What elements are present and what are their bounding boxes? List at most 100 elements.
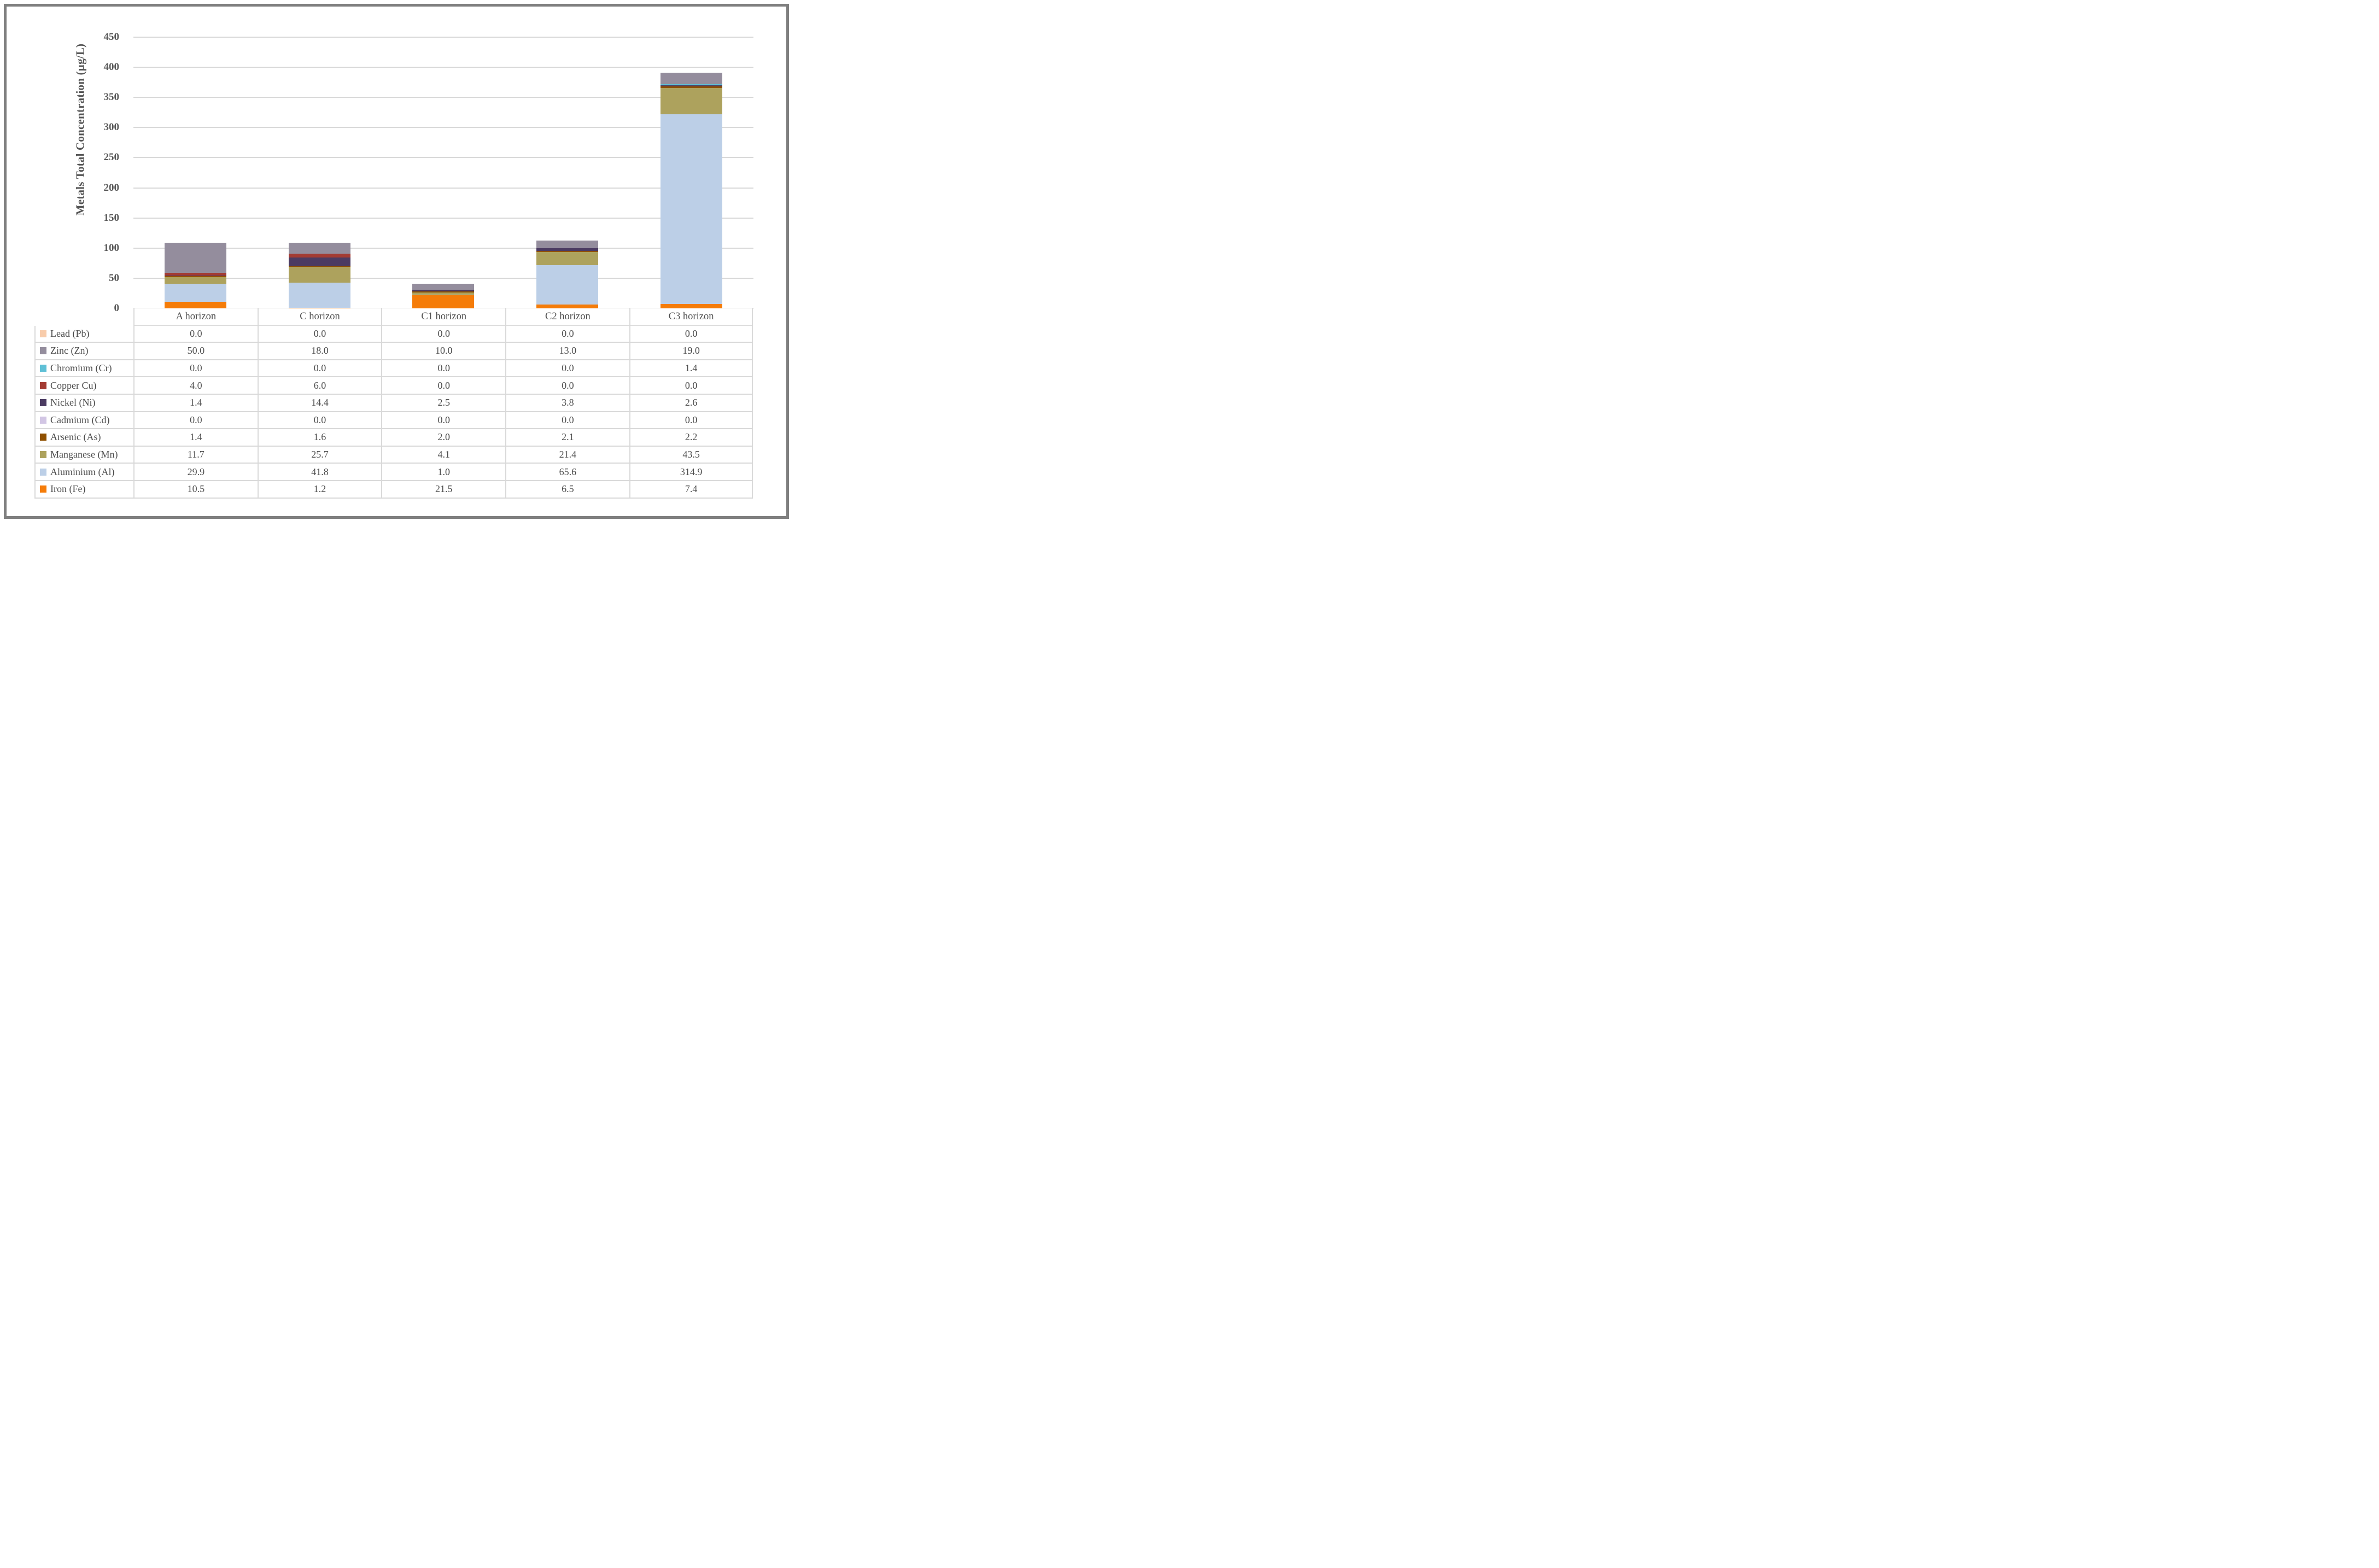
table-cell-nickel-ni-c3-horizon: 2.6 xyxy=(629,394,753,412)
bar-segment-arsenic-as xyxy=(660,86,722,88)
table-cell-aluminium-al-c-horizon: 41.8 xyxy=(257,464,382,481)
y-axis-title: Metals Total Concentration (µg/L) xyxy=(73,43,87,216)
table-cell-zinc-zn-c2-horizon: 13.0 xyxy=(505,343,629,360)
bar-segment-manganese-mn xyxy=(536,251,598,265)
table-row-label-lead-pb: Lead (Pb) xyxy=(34,325,133,343)
bar-segment-zinc-zn xyxy=(288,243,350,254)
bar-segment-zinc-zn xyxy=(164,243,226,273)
chart-page: Metals Total Concentration (µg/L) 450 400… xyxy=(0,0,793,523)
table-row-label-manganese-mn: Manganese (Mn) xyxy=(34,446,133,464)
bar-segment-iron-fe xyxy=(536,304,598,308)
series-label: Arsenic (As) xyxy=(50,431,101,443)
gridline xyxy=(133,277,753,279)
table-cell-cadmium-cd-c3-horizon: 0.0 xyxy=(629,412,753,430)
gridline xyxy=(133,247,753,249)
table-row-label-chromium-cr: Chromium (Cr) xyxy=(34,360,133,378)
y-axis-tick-label: 200 xyxy=(103,182,120,194)
legend-swatch-arsenic-as xyxy=(40,434,46,441)
series-label: Iron (Fe) xyxy=(50,483,86,495)
bar-segment-arsenic-as xyxy=(412,291,475,292)
table-cell-cadmium-cd-a-horizon: 0.0 xyxy=(133,412,258,430)
bar-segment-nickel-ni xyxy=(660,85,722,87)
table-cell-arsenic-as-c-horizon: 1.6 xyxy=(257,429,382,447)
bar-segment-nickel-ni xyxy=(288,257,350,266)
table-cell-aluminium-al-a-horizon: 29.9 xyxy=(133,464,258,481)
gridline xyxy=(133,127,753,128)
table-cell-nickel-ni-a-horizon: 1.4 xyxy=(133,394,258,412)
bar-segment-zinc-zn xyxy=(412,283,475,290)
bar-segment-nickel-ni xyxy=(412,289,475,291)
y-axis-tick-label: 0 xyxy=(114,302,120,314)
y-axis-tick-label: 100 xyxy=(103,242,120,254)
series-label: Copper Cu) xyxy=(50,379,97,391)
legend-swatch-aluminium-al xyxy=(40,468,46,476)
table-cell-zinc-zn-c3-horizon: 19.0 xyxy=(629,343,753,360)
bar-segment-aluminium-al xyxy=(164,284,226,302)
plot-area xyxy=(133,37,753,309)
series-label: Zinc (Zn) xyxy=(50,345,89,356)
chart-frame: Metals Total Concentration (µg/L) 450 400… xyxy=(4,4,789,519)
y-axis-tick-label: 50 xyxy=(109,272,119,284)
table-cell-manganese-mn-c2-horizon: 21.4 xyxy=(505,446,629,464)
table-cell-chromium-cr-c1-horizon: 0.0 xyxy=(381,360,506,378)
bar-segment-copper-cu xyxy=(288,254,350,258)
table-cell-nickel-ni-c1-horizon: 2.5 xyxy=(381,394,506,412)
table-cell-manganese-mn-c1-horizon: 4.1 xyxy=(381,446,506,464)
table-header-c2-horizon: C2 horizon xyxy=(505,308,629,326)
bar-c3-horizon xyxy=(660,73,722,308)
table-cell-chromium-cr-c2-horizon: 0.0 xyxy=(505,360,629,378)
bar-c-horizon xyxy=(288,243,350,308)
bar-segment-arsenic-as xyxy=(164,276,226,277)
table-cell-iron-fe-a-horizon: 10.5 xyxy=(133,481,258,499)
y-axis-tick-label: 400 xyxy=(103,61,120,73)
table-cell-zinc-zn-c1-horizon: 10.0 xyxy=(381,343,506,360)
table-cell-iron-fe-c1-horizon: 21.5 xyxy=(381,481,506,499)
table-cell-arsenic-as-c3-horizon: 2.2 xyxy=(629,429,753,447)
table-cell-zinc-zn-a-horizon: 50.0 xyxy=(133,343,258,360)
table-header-a-horizon: A horizon xyxy=(133,308,258,326)
series-label: Aluminium (Al) xyxy=(50,466,115,477)
table-corner-cell xyxy=(34,308,133,326)
table-row-label-arsenic-as: Arsenic (As) xyxy=(34,429,133,447)
table-cell-cadmium-cd-c-horizon: 0.0 xyxy=(257,412,382,430)
legend-swatch-zinc-zn xyxy=(40,347,46,355)
table-cell-lead-pb-c2-horizon: 0.0 xyxy=(505,325,629,343)
bar-segment-iron-fe xyxy=(660,303,722,308)
data-table: A horizon C horizon C1 horizon C2 horizon C3… xyxy=(34,308,753,499)
bar-segment-zinc-zn xyxy=(660,73,722,85)
bar-segment-iron-fe xyxy=(164,302,226,308)
table-cell-aluminium-al-c1-horizon: 1.0 xyxy=(381,464,506,481)
table-cell-nickel-ni-c2-horizon: 3.8 xyxy=(505,394,629,412)
bar-segment-iron-fe xyxy=(412,295,475,308)
table-cell-zinc-zn-c-horizon: 18.0 xyxy=(257,343,382,360)
table-row-label-nickel-ni: Nickel (Ni) xyxy=(34,394,133,412)
y-axis-tick-label: 150 xyxy=(103,212,120,224)
series-label: Chromium (Cr) xyxy=(50,362,112,374)
bar-segment-nickel-ni xyxy=(164,275,226,277)
table-row-label-aluminium-al: Aluminium (Al) xyxy=(34,464,133,481)
legend-swatch-nickel-ni xyxy=(40,399,46,407)
table-cell-iron-fe-c2-horizon: 6.5 xyxy=(505,481,629,499)
y-axis-tick-label: 350 xyxy=(103,91,120,103)
bar-c1-horizon xyxy=(412,283,475,308)
legend-swatch-cadmium-cd xyxy=(40,416,46,424)
table-header-c-horizon: C horizon xyxy=(257,308,382,326)
bar-segment-arsenic-as xyxy=(288,266,350,267)
table-row-label-cadmium-cd: Cadmium (Cd) xyxy=(34,412,133,430)
table-cell-nickel-ni-c-horizon: 14.4 xyxy=(257,394,382,412)
bar-segment-aluminium-al xyxy=(536,265,598,305)
table-cell-chromium-cr-a-horizon: 0.0 xyxy=(133,360,258,378)
table-cell-copper-cu-a-horizon: 4.0 xyxy=(133,377,258,395)
legend-swatch-manganese-mn xyxy=(40,451,46,459)
bar-c2-horizon xyxy=(536,241,598,308)
bar-segment-aluminium-al xyxy=(288,282,350,308)
y-axis-tick-label: 450 xyxy=(103,31,120,43)
table-header-c1-horizon: C1 horizon xyxy=(381,308,506,326)
bar-segment-manganese-mn xyxy=(660,87,722,114)
table-cell-lead-pb-c3-horizon: 0.0 xyxy=(629,325,753,343)
table-cell-copper-cu-c2-horizon: 0.0 xyxy=(505,377,629,395)
bar-segment-manganese-mn xyxy=(164,277,226,284)
table-cell-arsenic-as-a-horizon: 1.4 xyxy=(133,429,258,447)
bar-segment-nickel-ni xyxy=(536,248,598,251)
bar-segment-aluminium-al xyxy=(660,114,722,304)
